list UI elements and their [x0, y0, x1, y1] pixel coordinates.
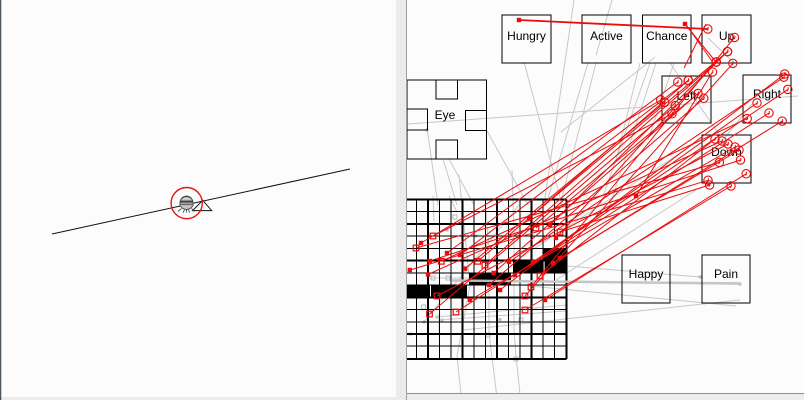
svg-text:Hungry: Hungry — [507, 29, 546, 43]
svg-text:Chance: Chance — [646, 29, 688, 43]
svg-text:Eye: Eye — [435, 108, 456, 122]
svg-text:Happy: Happy — [629, 267, 664, 281]
svg-text:Active: Active — [590, 29, 623, 43]
svg-text:Pain: Pain — [714, 267, 738, 281]
svg-text:Right: Right — [753, 87, 782, 101]
